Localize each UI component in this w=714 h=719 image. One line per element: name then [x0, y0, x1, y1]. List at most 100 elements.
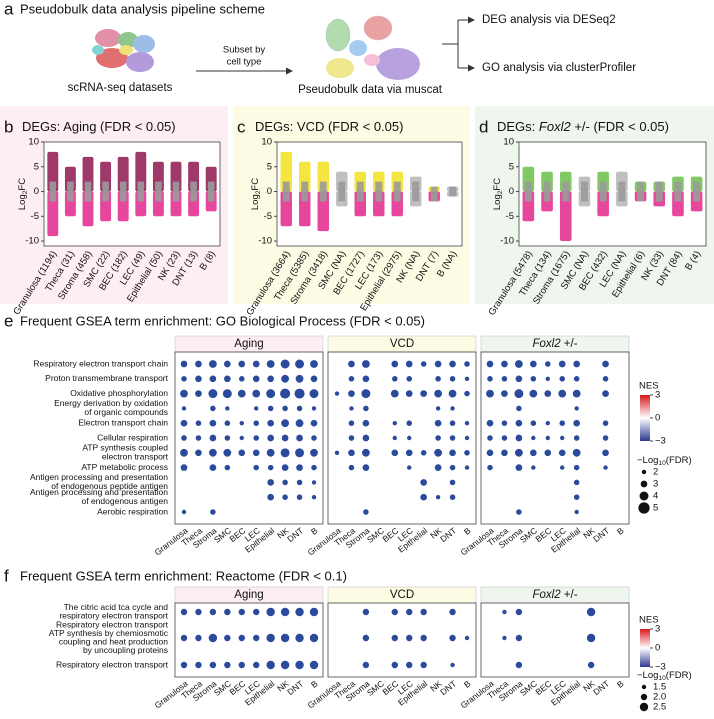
- nes-tick-label: 0: [655, 413, 660, 424]
- enrichment-dot: [180, 661, 188, 669]
- enrichment-dot: [280, 660, 290, 670]
- y-axis-label-part: 2: [497, 190, 504, 194]
- non-significant-core: [84, 181, 92, 202]
- nes-tick-label: 0: [655, 643, 660, 654]
- enrichment-dot: [434, 464, 442, 471]
- enrichment-dot: [574, 509, 579, 515]
- enrichment-dot: [209, 661, 217, 669]
- enrichment-dot: [487, 464, 493, 471]
- enrichment-dot: [181, 509, 187, 515]
- legend-title: −Log10(FDR): [637, 670, 692, 683]
- x-tick-label: DNT: [285, 525, 305, 544]
- term-label: Antigen processing and presentation: [30, 472, 168, 482]
- enrichment-dot: [514, 360, 523, 368]
- term-label: Respiratory electron transport: [56, 659, 169, 669]
- arrow-text: cell type: [227, 57, 262, 68]
- enrichment-dot: [516, 405, 522, 412]
- enrichment-dot: [361, 360, 370, 368]
- enrichment-dot: [180, 419, 188, 427]
- enrichment-dot: [295, 359, 305, 369]
- enrichment-dot: [558, 449, 566, 457]
- enrichment-dot: [208, 633, 218, 643]
- x-tick-label: B: [615, 678, 626, 690]
- term-label: of endogenous antigen: [82, 496, 169, 506]
- enrichment-dot: [311, 435, 317, 441]
- panel-label: d: [479, 117, 488, 136]
- plot-frame: [480, 351, 630, 525]
- enrichment-dot: [449, 420, 456, 426]
- panel-title: Pseudobulk data analysis pipeline scheme: [20, 1, 265, 16]
- enrichment-dot: [209, 608, 217, 616]
- y-tick-label: 10: [261, 137, 272, 148]
- enrichment-dot: [515, 608, 523, 616]
- enrichment-dot: [464, 390, 470, 397]
- gene-spread-down: [559, 191, 572, 242]
- output-text: DEG analysis via DESeq2: [482, 14, 616, 26]
- enrichment-dot: [501, 449, 508, 457]
- enrichment-dot: [464, 421, 470, 426]
- group-name-part: Aging: [234, 589, 263, 601]
- enrichment-dot: [180, 360, 188, 368]
- y-axis-label: Log2FC: [250, 178, 263, 210]
- enrichment-dot: [406, 376, 412, 382]
- non-significant-core: [430, 186, 438, 202]
- enrichment-dot: [406, 608, 413, 616]
- enrichment-dot: [362, 419, 370, 427]
- enrichment-dot: [362, 375, 370, 383]
- enrichment-dot: [181, 406, 187, 411]
- enrichment-dot: [208, 360, 217, 368]
- enrichment-dot: [209, 419, 217, 427]
- enrichment-dot: [180, 464, 188, 471]
- size-legend-dot: [641, 684, 647, 690]
- enrichment-dot: [280, 359, 290, 369]
- non-significant-core: [282, 181, 290, 202]
- group-name: VCD: [390, 338, 414, 350]
- non-significant-core: [412, 181, 420, 202]
- enrichment-dot: [210, 405, 216, 412]
- enrichment-dot: [348, 449, 355, 457]
- enrichment-dot: [224, 661, 231, 669]
- term-label: Antigen processing and presentation: [30, 487, 168, 497]
- y-axis-label-part: Log: [492, 194, 503, 210]
- enrichment-dot: [237, 389, 246, 398]
- x-tick-label: B: [309, 678, 320, 690]
- panel-title: DEGs: VCD (FDR < 0.05): [255, 119, 403, 134]
- enrichment-dot: [406, 634, 413, 642]
- enrichment-dot: [391, 634, 398, 642]
- non-significant-core: [356, 181, 364, 202]
- size-legend-label: 2: [653, 467, 658, 478]
- enrichment-dot: [515, 634, 523, 642]
- enrichment-dot: [516, 509, 522, 515]
- non-significant-core: [655, 181, 663, 202]
- enrichment-dot: [545, 361, 551, 367]
- enrichment-dot: [253, 634, 260, 642]
- enrichment-dot: [559, 376, 565, 382]
- enrichment-dot: [282, 494, 288, 500]
- group-name-part: Foxl2: [532, 338, 561, 350]
- size-legend-dot: [638, 502, 650, 514]
- term-label: Energy derivation by oxidation: [54, 398, 168, 408]
- enrichment-dot: [334, 391, 340, 396]
- pseudobulk-illustration: [325, 15, 420, 80]
- enrichment-dot: [362, 634, 370, 642]
- enrichment-dot: [602, 420, 609, 426]
- size-legend-label: 3: [653, 479, 658, 490]
- size-legend-dot: [641, 469, 647, 475]
- nes-tick-label: −3: [655, 436, 666, 447]
- enrichment-dot: [195, 420, 202, 426]
- enrichment-dot: [544, 449, 552, 457]
- enrichment-dot: [310, 360, 318, 368]
- enrichment-dot: [296, 434, 303, 442]
- enrichment-dot: [253, 608, 260, 616]
- non-significant-core: [562, 181, 570, 202]
- enrichment-dot: [348, 420, 355, 426]
- enrichment-dot: [296, 464, 303, 471]
- enrichment-dot: [406, 420, 412, 426]
- plot-frame: [480, 602, 630, 678]
- group-name-part: +/-: [561, 338, 578, 350]
- enrichment-dot: [254, 406, 259, 411]
- enrichment-dot: [545, 421, 550, 426]
- enrichment-dot: [267, 493, 274, 501]
- legend-title-part: (FDR): [666, 455, 692, 466]
- arrow-text: Subset by: [223, 45, 265, 56]
